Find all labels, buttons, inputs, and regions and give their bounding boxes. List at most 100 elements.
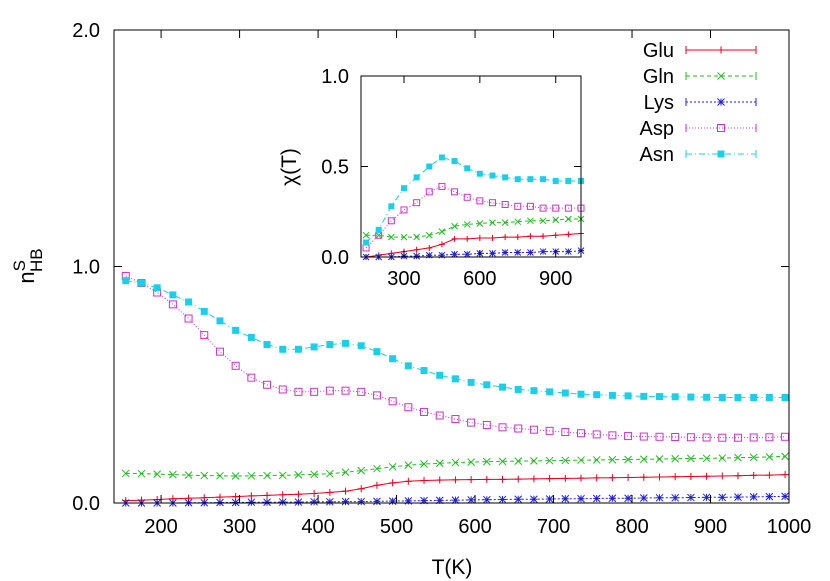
main-point-glu [499,475,507,483]
main-point-lys [749,492,758,501]
main-point-gln [325,469,334,478]
main-point-lys [325,497,334,506]
main-point-asn [389,355,397,363]
inset-point-lys [539,248,547,255]
inset-point-asp [501,201,509,209]
inset-point-glu [438,241,445,248]
main-x-tick-label: 300 [223,516,256,538]
main-point-gln [278,471,287,480]
inset-point-lys [438,251,446,259]
inset-point-glu [476,234,483,241]
main-x-tick-label: 600 [458,516,491,538]
main-point-lys [592,494,601,503]
main-x-tick-label: 500 [380,516,413,538]
main-point-gln [671,454,680,463]
main-point-glu [765,471,773,479]
inset-point-glu [489,234,496,241]
main-point-asp [608,431,617,440]
main-point-asn [436,371,444,379]
main-point-lys [718,493,727,502]
inset-point-asp [539,204,547,212]
main-point-glu [389,479,397,487]
legend-item-lys: Lys [644,92,757,114]
inset-point-lys [463,250,471,258]
legend-item-asn: Asn [640,144,757,166]
inset-point-lys [527,249,534,256]
main-point-gln [137,469,146,478]
main-point-asp [168,300,177,309]
inset-point-gln [463,221,471,228]
inset-y-tick-label: 0.5 [321,157,349,179]
main-point-asn [499,383,507,391]
main-point-gln [231,472,240,480]
main-point-glu [310,490,318,498]
main-point-asp [231,361,240,370]
main-point-asp [404,403,413,412]
inset-point-lys [413,252,420,260]
main-point-glu [232,493,240,501]
main-point-lys [341,497,350,506]
main-point-glu [577,474,585,482]
main-point-glu [608,474,616,482]
main-point-asp [200,331,209,340]
main-point-asn [655,393,663,401]
main-point-gln [765,453,774,461]
main-point-asn [703,393,711,401]
main-point-asn [357,342,365,350]
main-point-lys [655,493,664,502]
main-point-lys [263,498,271,507]
inset-point-asn [464,165,471,172]
inset-x-tick-label: 600 [463,268,496,290]
main-point-asn [185,298,193,306]
main-point-lys [435,496,444,505]
main-point-asp [624,432,633,441]
main-point-gln [388,462,397,471]
legend-marker [717,150,725,158]
main-point-asp [781,432,790,441]
main-x-tick-label: 1000 [767,516,812,538]
main-point-glu [530,475,538,483]
inset-point-lys [451,250,458,258]
inset-point-asn [388,203,395,210]
main-point-lys [702,493,711,502]
main-point-asn [342,339,350,347]
main-point-asn [404,362,412,370]
main-point-asn [310,343,318,351]
inset-point-gln [413,233,420,241]
main-point-glu [357,485,365,493]
main-point-gln [545,456,554,465]
legend-item-asp: Asp [640,118,757,140]
inset-point-gln [400,233,408,241]
inset-point-gln [539,217,547,225]
inset-point-asp [425,188,433,196]
main-point-glu [624,473,632,481]
main-point-asn [169,291,177,299]
main-point-glu [247,492,255,500]
main-x-tick-label: 700 [537,516,570,538]
legend-marker [717,46,725,54]
main-point-lys [530,495,538,504]
inset-point-glu [426,244,433,251]
main-point-gln [781,452,789,461]
main-series-asp [121,271,790,442]
main-point-glu [546,475,554,483]
main-point-asn [734,394,742,402]
main-point-asn [608,391,616,399]
main-point-asp [592,430,601,439]
main-series-line-asp [125,275,786,439]
legend-label: Asn [640,144,674,166]
inset-y-axis-label: χ(T) [278,148,301,186]
main-x-tick-label: 400 [301,516,334,538]
main-point-gln [592,456,601,464]
main-point-asp [294,387,303,396]
inset-point-asn [438,154,445,161]
inset-point-glu [540,233,547,240]
main-point-asn [153,284,161,292]
main-point-asp [718,433,727,442]
main-point-asp [263,380,272,389]
main-point-asn [420,367,428,375]
main-point-gln [687,454,695,463]
main-point-asp [247,373,256,382]
inset-point-glu [464,235,471,242]
inset-point-asp [387,217,395,225]
